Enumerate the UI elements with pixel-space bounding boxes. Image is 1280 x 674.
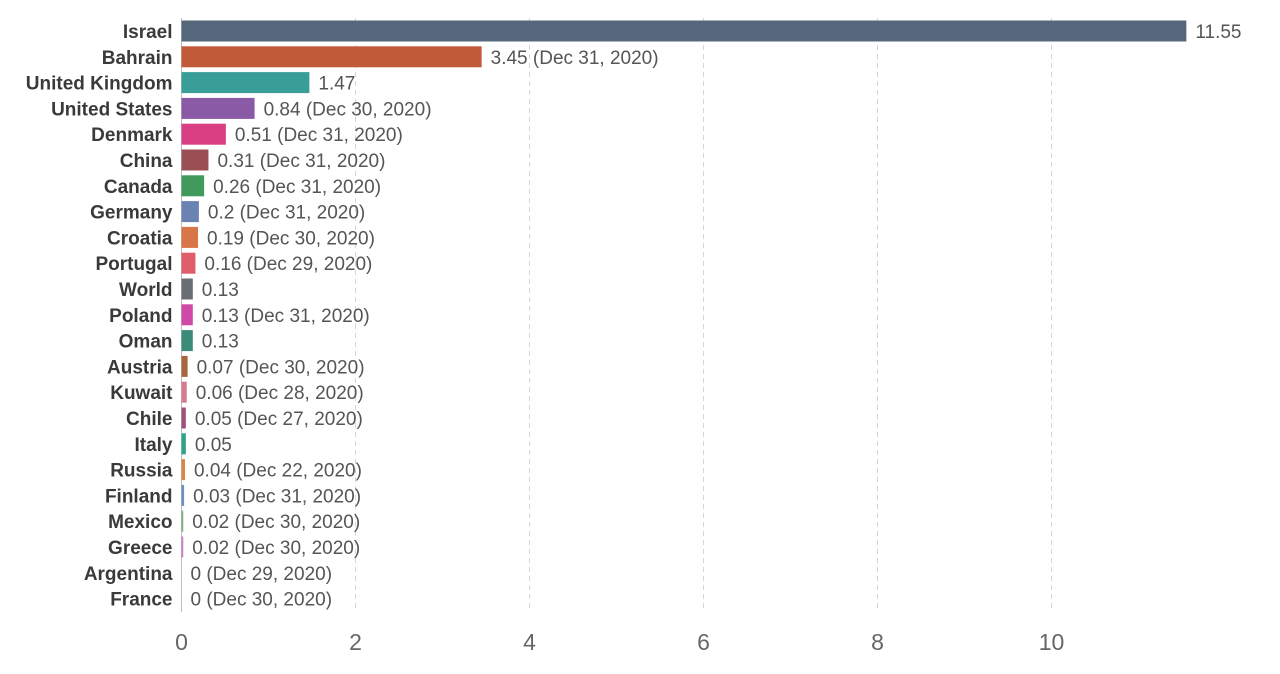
value-label: 0.05 (Dec 27, 2020) xyxy=(195,409,363,430)
value-label: 0.19 (Dec 30, 2020) xyxy=(207,228,375,249)
bar-layer xyxy=(181,20,1187,558)
category-label: Bahrain xyxy=(102,48,173,69)
category-label: Portugal xyxy=(95,254,172,275)
category-label: Russia xyxy=(110,461,173,482)
bar-canada xyxy=(181,175,205,197)
category-label: Canada xyxy=(104,177,173,198)
value-label: 0.06 (Dec 28, 2020) xyxy=(196,383,364,404)
category-label: United Kingdom xyxy=(26,74,173,95)
x-axis-ticks: 0 2 4 6 8 10 xyxy=(175,629,1064,655)
value-label: 11.55 xyxy=(1195,22,1241,43)
bar-denmark xyxy=(181,123,226,145)
value-label: 0.07 (Dec 30, 2020) xyxy=(197,357,365,378)
category-label: Argentina xyxy=(84,564,173,585)
value-label: 0.26 (Dec 31, 2020) xyxy=(213,177,381,198)
value-label: 1.47 xyxy=(318,74,355,95)
bar-russia xyxy=(181,459,185,481)
bar-united-states xyxy=(181,97,255,119)
bar-kuwait xyxy=(181,381,187,403)
value-label: 0 (Dec 29, 2020) xyxy=(191,564,333,585)
bar-china xyxy=(181,149,209,171)
category-label: Oman xyxy=(119,332,173,353)
value-label: 0.05 xyxy=(195,435,232,456)
value-label: 0.31 (Dec 31, 2020) xyxy=(217,151,385,172)
bar-croatia xyxy=(181,226,199,248)
category-label: World xyxy=(119,280,172,301)
value-label: 0.51 (Dec 31, 2020) xyxy=(235,125,403,146)
bar-finland xyxy=(181,484,185,506)
category-label: United States xyxy=(51,99,172,120)
category-label: Denmark xyxy=(91,125,173,146)
x-tick-label: 0 xyxy=(175,629,188,655)
value-label: 0.03 (Dec 31, 2020) xyxy=(193,486,361,507)
value-label: 0.13 (Dec 31, 2020) xyxy=(202,306,370,327)
category-label: France xyxy=(110,590,172,611)
value-label: 0.02 (Dec 30, 2020) xyxy=(192,512,360,533)
category-label: Italy xyxy=(134,435,172,456)
bar-israel xyxy=(181,20,1187,42)
category-label: Poland xyxy=(109,306,172,327)
bar-united-kingdom xyxy=(181,72,310,94)
category-label: Germany xyxy=(90,203,173,224)
category-label: Croatia xyxy=(107,228,173,249)
value-label: 0.04 (Dec 22, 2020) xyxy=(194,461,362,482)
category-label: China xyxy=(120,151,173,172)
bar-oman xyxy=(181,330,193,352)
category-label: Israel xyxy=(123,22,173,43)
bar-chile xyxy=(181,407,186,429)
value-label: 0.13 xyxy=(202,332,239,353)
category-label: Greece xyxy=(108,538,172,559)
bar-poland xyxy=(181,304,193,326)
x-tick-label: 6 xyxy=(697,629,710,655)
bar-greece xyxy=(181,536,184,558)
x-tick-label: 4 xyxy=(523,629,536,655)
value-label: 0 (Dec 30, 2020) xyxy=(191,590,333,611)
bar-germany xyxy=(181,201,199,223)
value-label: 3.45 (Dec 31, 2020) xyxy=(491,48,659,69)
category-label: Kuwait xyxy=(110,383,173,404)
bar-world xyxy=(181,278,193,300)
label-layer: Israel 11.55 Bahrain 3.45 (Dec 31, 2020) Uni… xyxy=(26,22,1242,611)
bar-bahrain xyxy=(181,46,482,68)
value-label: 0.2 (Dec 31, 2020) xyxy=(208,203,365,224)
bar-austria xyxy=(181,355,188,377)
value-label: 0.02 (Dec 30, 2020) xyxy=(192,538,360,559)
x-tick-label: 8 xyxy=(871,629,884,655)
x-tick-label: 10 xyxy=(1039,629,1065,655)
value-label: 0.16 (Dec 29, 2020) xyxy=(204,254,372,275)
category-label: Mexico xyxy=(108,512,172,533)
bar-mexico xyxy=(181,510,184,532)
value-label: 0.84 (Dec 30, 2020) xyxy=(264,99,432,120)
value-label: 0.13 xyxy=(202,280,239,301)
bar-italy xyxy=(181,433,186,455)
category-label: Chile xyxy=(126,409,172,430)
x-tick-label: 2 xyxy=(349,629,362,655)
category-label: Finland xyxy=(105,486,173,507)
bar-portugal xyxy=(181,252,196,274)
category-label: Austria xyxy=(107,357,173,378)
